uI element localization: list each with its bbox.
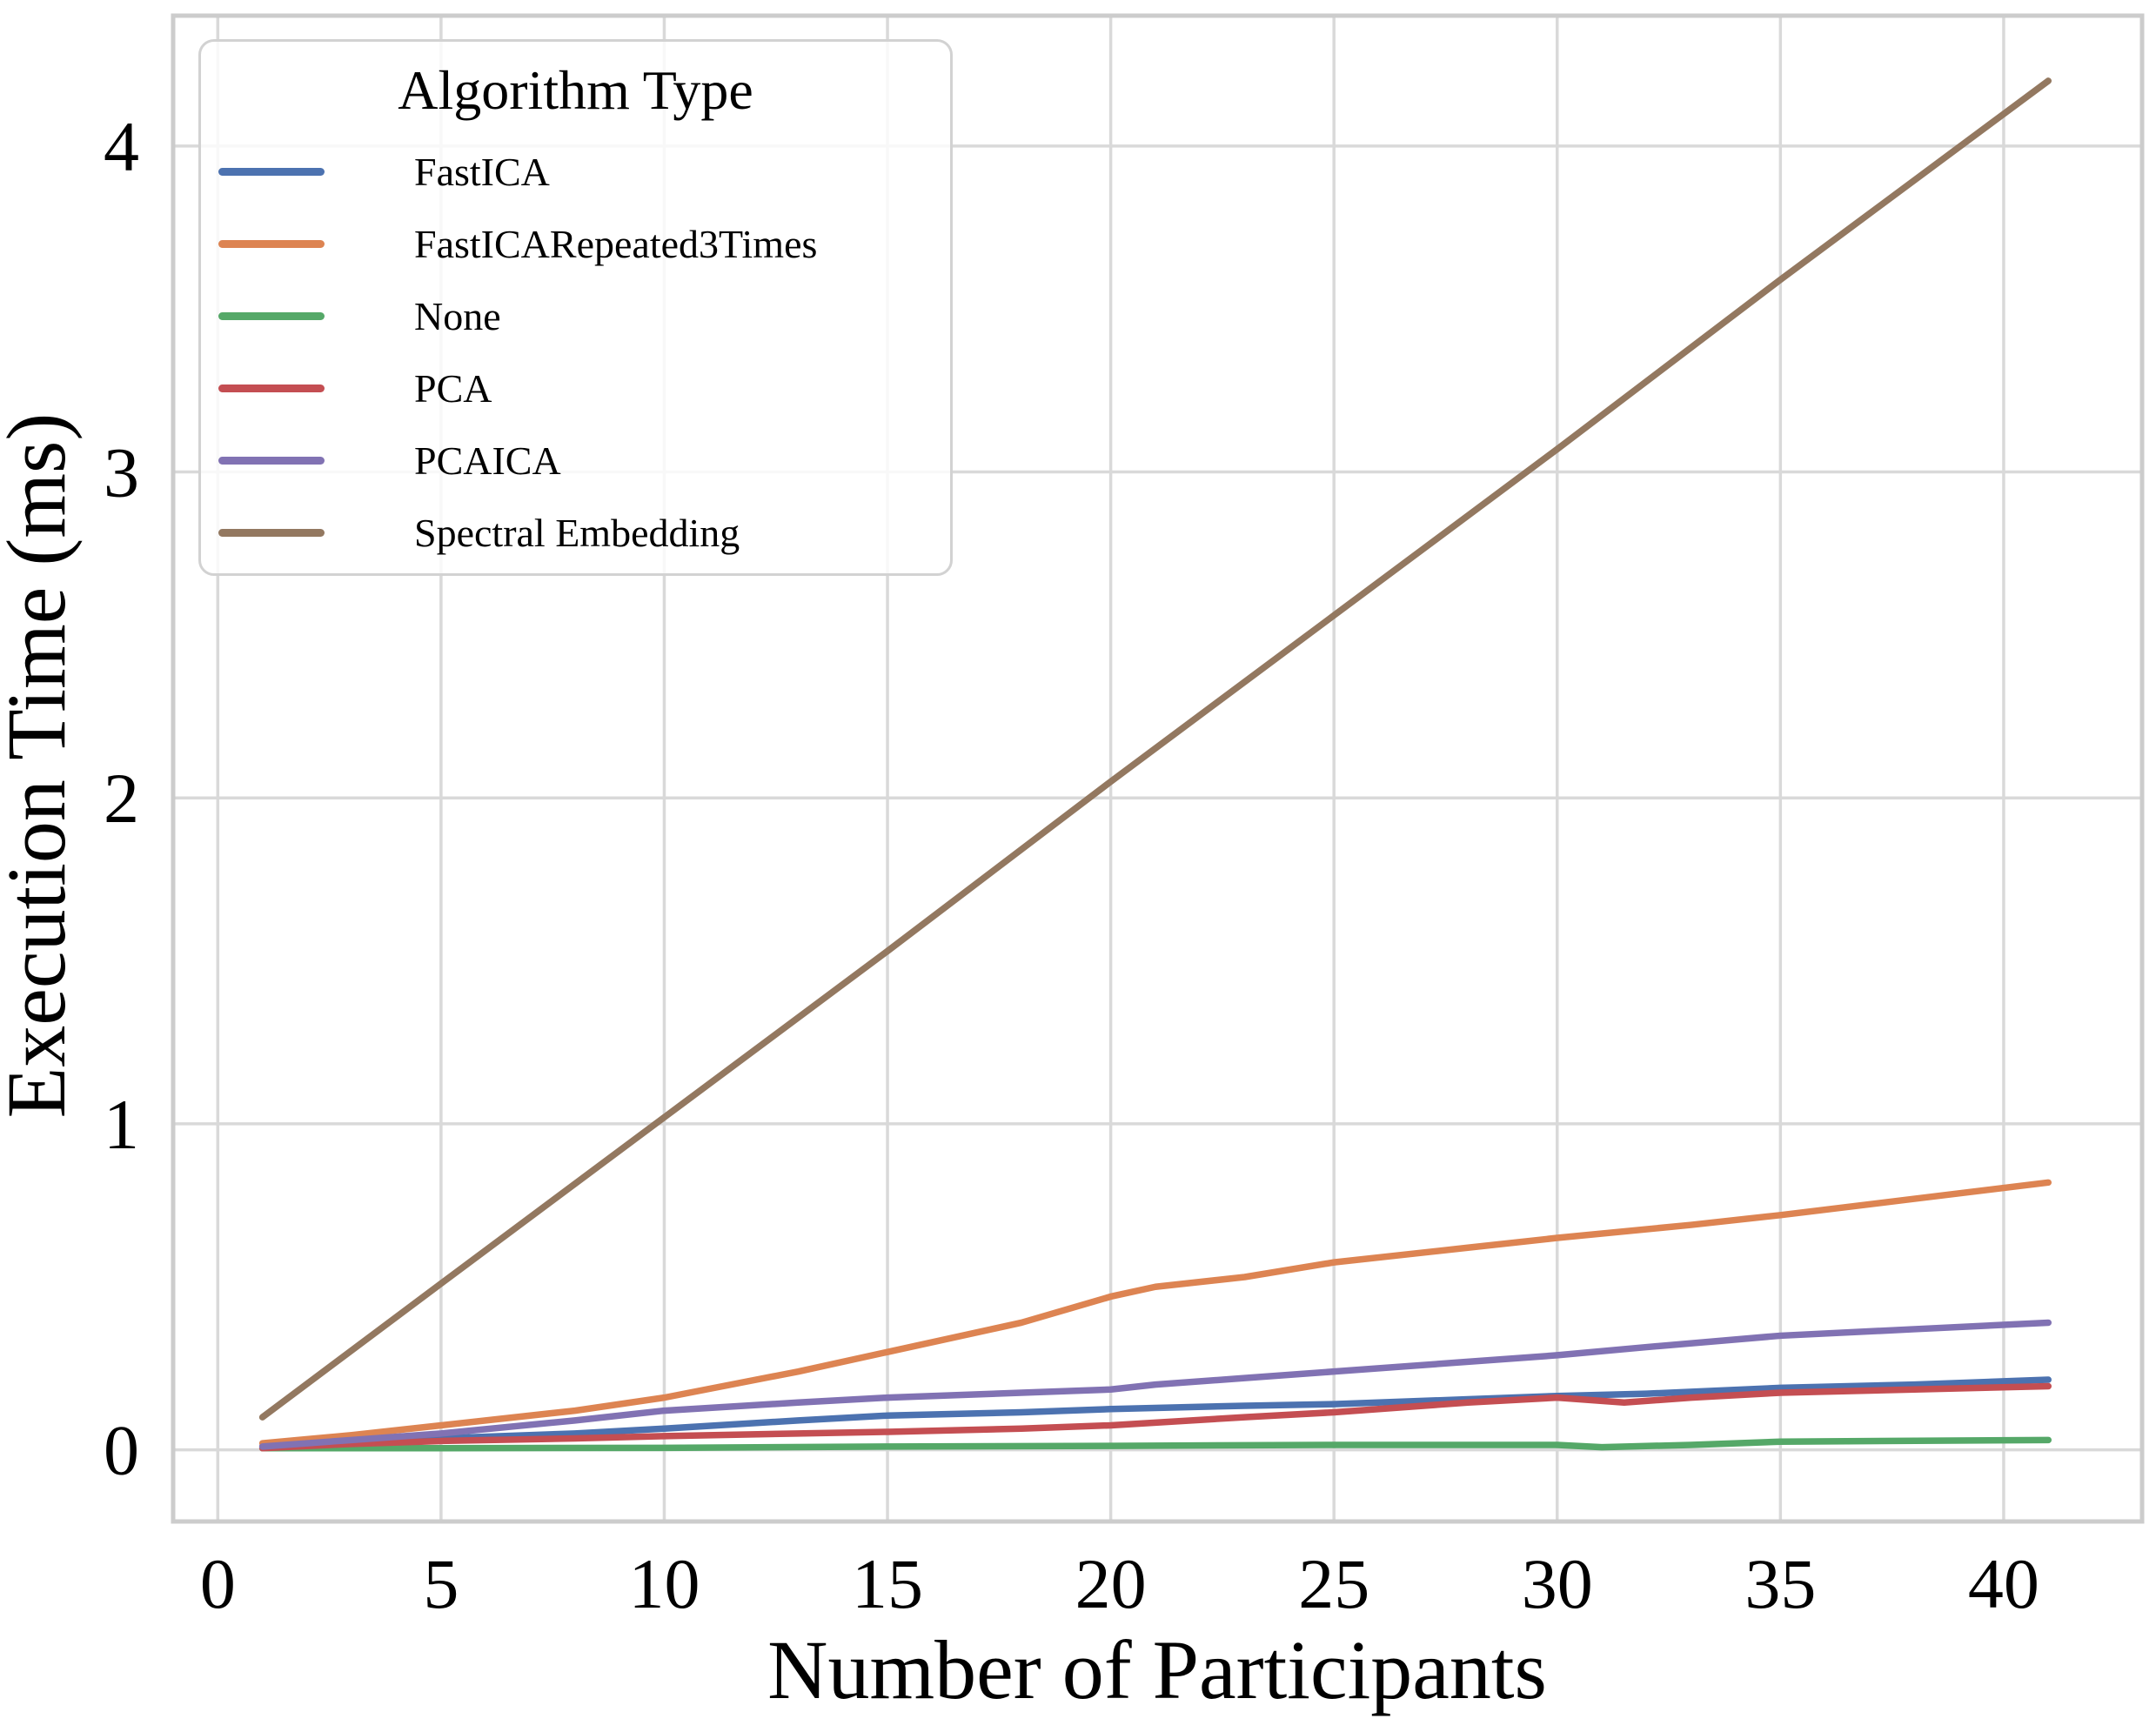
y-tick-labels: 0 1 2 3 4 bbox=[104, 107, 139, 1490]
legend-item-label: FastICARepeated3Times bbox=[414, 222, 818, 266]
series-line-pcaica bbox=[258, 1319, 2052, 1450]
legend-item-label: PCAICA bbox=[414, 438, 561, 483]
y-tick-label: 3 bbox=[104, 433, 139, 512]
legend-swatch-line bbox=[218, 312, 325, 320]
data-lines bbox=[258, 77, 2052, 1452]
legend-swatch-line bbox=[218, 168, 325, 176]
series-line-none bbox=[258, 1436, 2052, 1452]
series-line-fasticarepeated3times bbox=[258, 1179, 2052, 1447]
series-line-spectral-embedding bbox=[258, 77, 2052, 1421]
legend-item-label: None bbox=[414, 294, 501, 338]
legend-item-label: Spectral Embedding bbox=[414, 511, 740, 555]
legend-item-label: PCA bbox=[414, 366, 492, 411]
legend-item: PCA bbox=[201, 352, 950, 425]
legend-item: None bbox=[201, 280, 950, 352]
legend-title: Algorithm Type bbox=[398, 59, 753, 121]
legend-item: Spectral Embedding bbox=[201, 497, 950, 569]
x-tick-label: 10 bbox=[628, 1544, 700, 1623]
y-tick-label: 2 bbox=[104, 759, 139, 838]
legend-item-label: FastICA bbox=[414, 150, 550, 194]
y-tick-label: 4 bbox=[104, 107, 139, 186]
series-line-pca bbox=[258, 1382, 2052, 1452]
y-axis-label: Execution Time (ms) bbox=[0, 413, 83, 1119]
x-tick-label: 40 bbox=[1968, 1544, 2039, 1623]
x-tick-labels: 0 5 10 15 20 25 30 35 40 bbox=[200, 1544, 2039, 1623]
x-tick-label: 20 bbox=[1075, 1544, 1147, 1623]
x-tick-label: 5 bbox=[423, 1544, 459, 1623]
plot-frame bbox=[171, 13, 2145, 1524]
y-tick-label: 0 bbox=[104, 1411, 139, 1490]
legend-item: PCAICA bbox=[201, 425, 950, 497]
legend-swatch-line bbox=[218, 240, 325, 248]
legend-item: FastICA bbox=[201, 136, 950, 208]
y-tick-label: 1 bbox=[104, 1085, 139, 1164]
legend-swatch-line bbox=[218, 457, 325, 465]
grid-lines bbox=[173, 16, 2142, 1521]
x-tick-label: 0 bbox=[200, 1544, 236, 1623]
legend-swatch-line bbox=[218, 529, 325, 537]
x-tick-label: 15 bbox=[852, 1544, 923, 1623]
legend: Algorithm Type FastICA FastICARepeated3Ti… bbox=[198, 39, 953, 576]
x-axis-label: Number of Participants bbox=[767, 1623, 1547, 1716]
legend-items: FastICA FastICARepeated3Times None PCA PCAIC… bbox=[201, 136, 950, 569]
legend-item: FastICARepeated3Times bbox=[201, 208, 950, 280]
series-line-fastica bbox=[258, 1376, 2052, 1450]
x-tick-label: 25 bbox=[1298, 1544, 1369, 1623]
x-tick-label: 35 bbox=[1744, 1544, 1816, 1623]
x-tick-label: 30 bbox=[1522, 1544, 1593, 1623]
legend-swatch-line bbox=[218, 385, 325, 392]
